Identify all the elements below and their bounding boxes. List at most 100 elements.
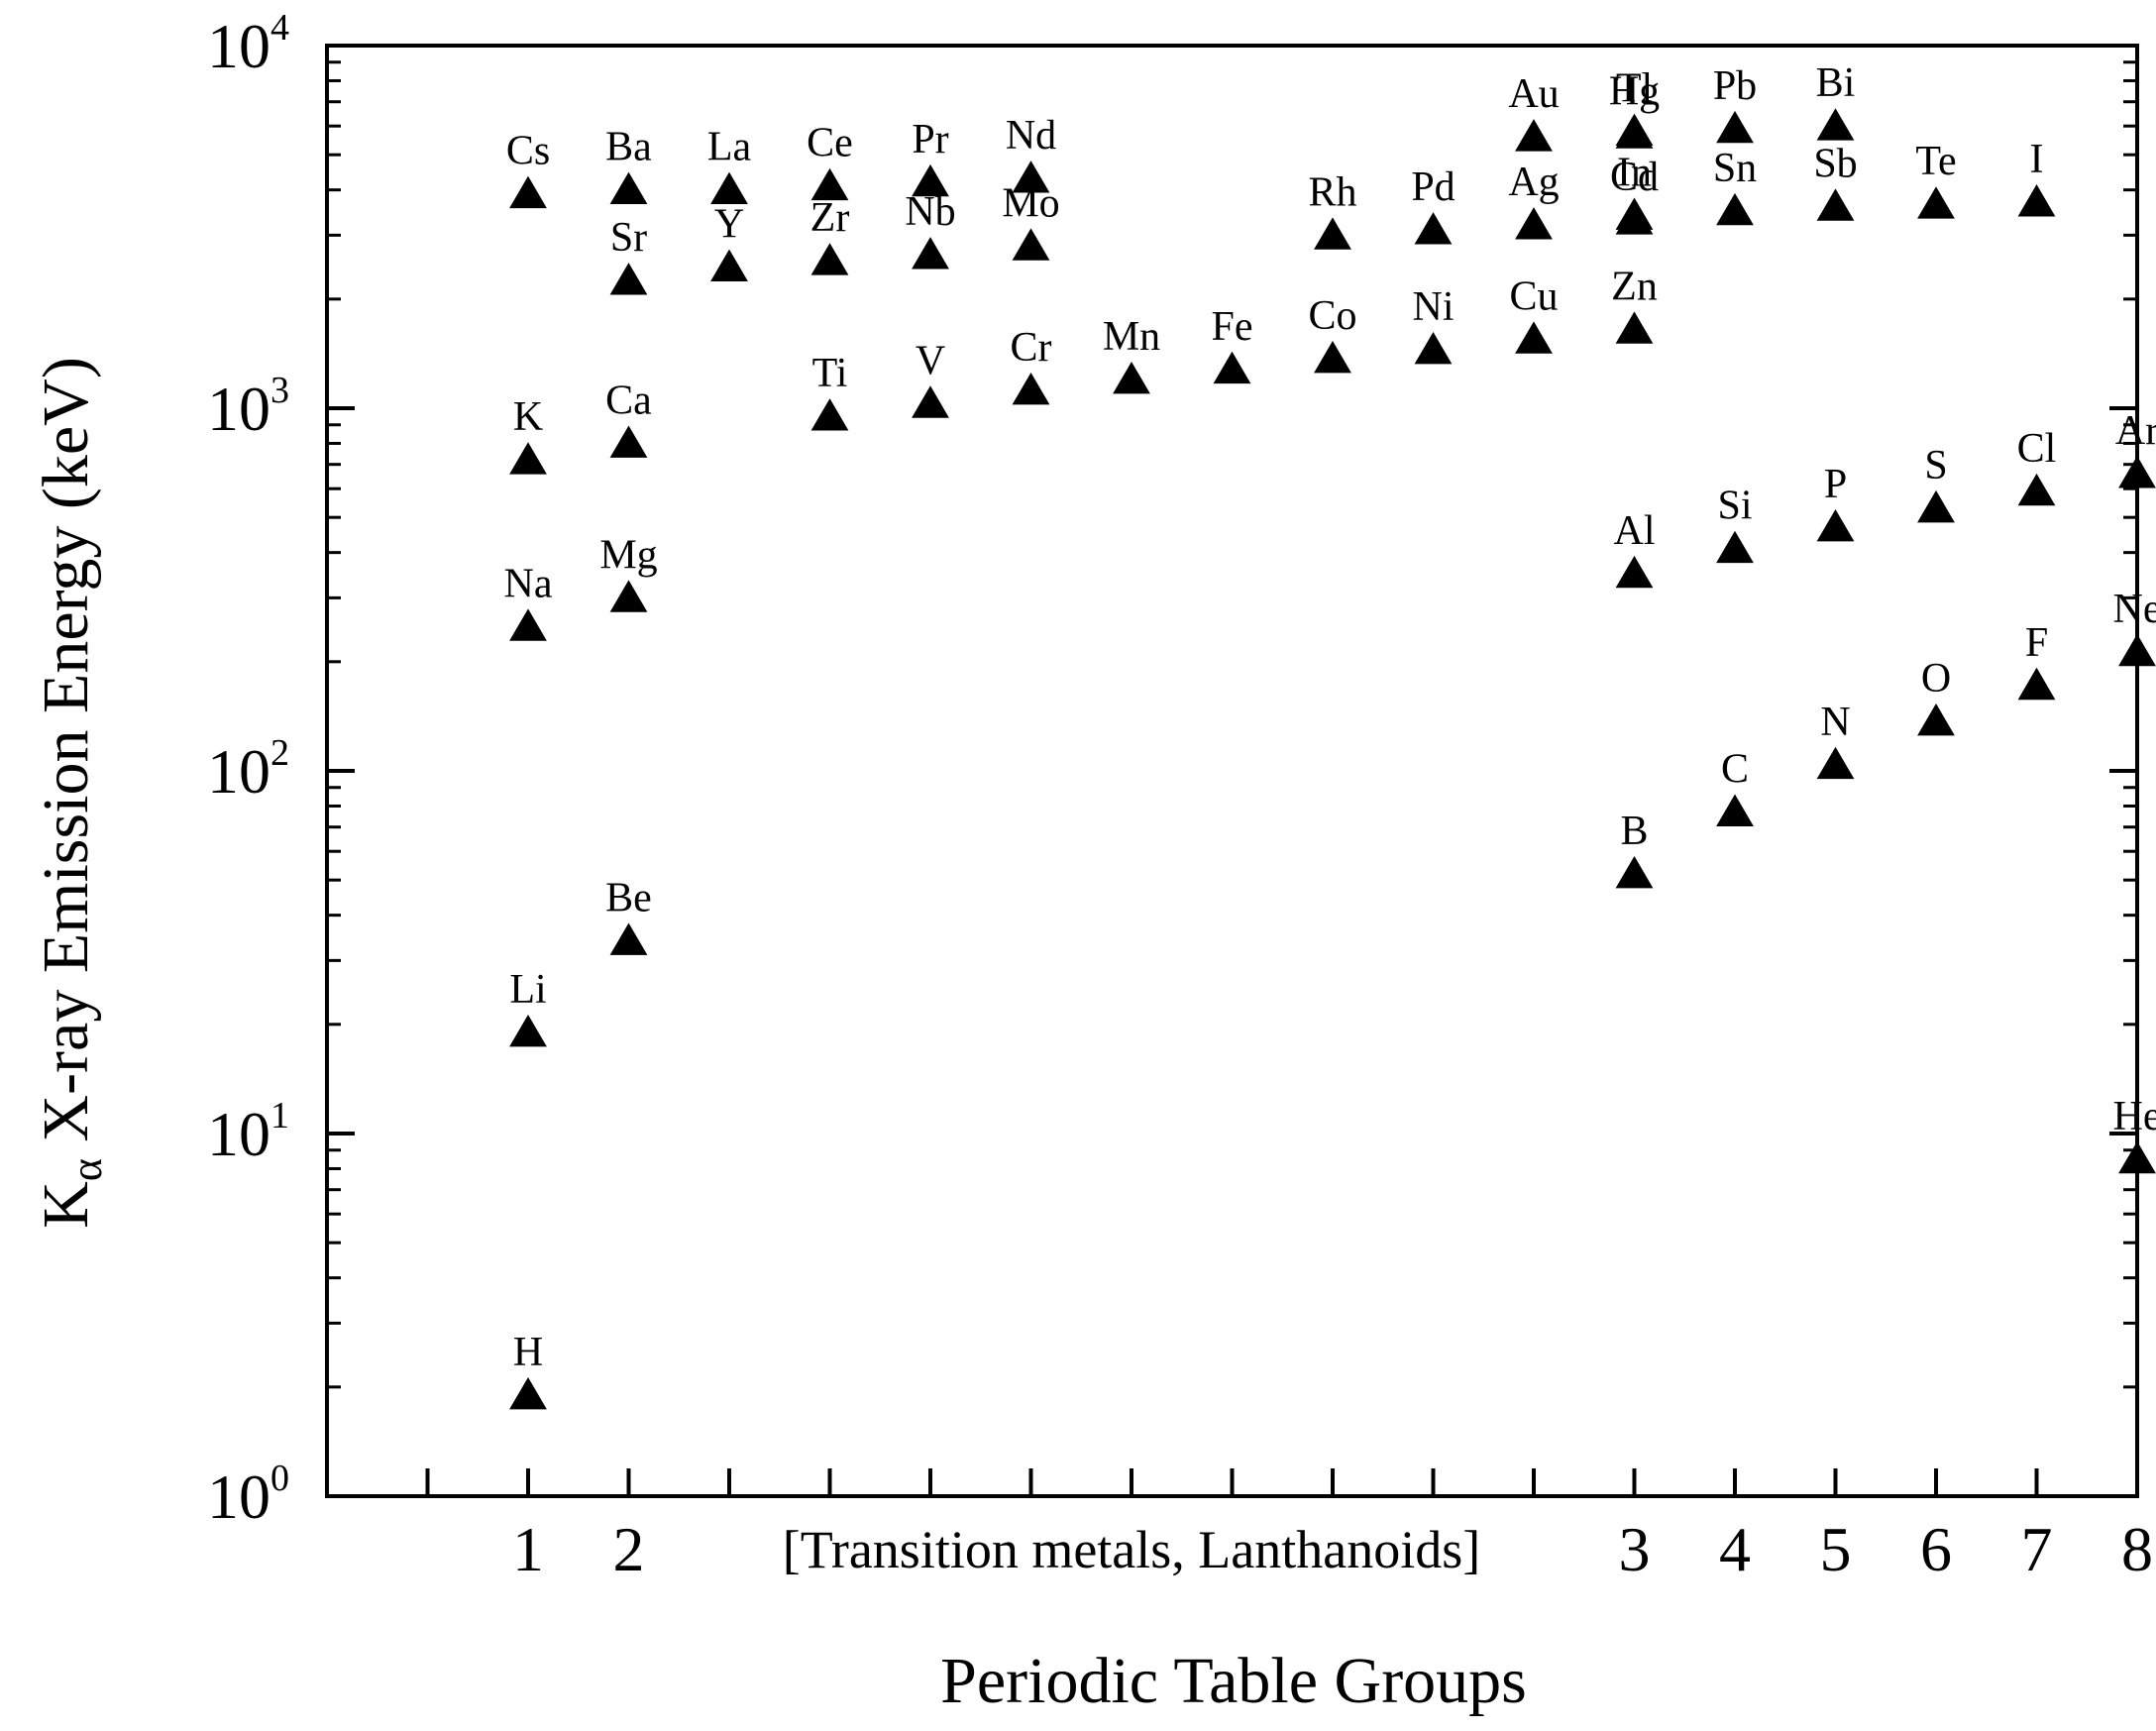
x-group-label: 8 — [2121, 1514, 2153, 1584]
x-group-label: 6 — [1920, 1514, 1952, 1584]
data-point: Tl — [1615, 66, 1654, 146]
data-point: Pb — [1713, 63, 1757, 144]
y-tick-label: 104 — [207, 7, 289, 81]
triangle-marker — [1314, 217, 1351, 250]
triangle-marker — [1012, 372, 1050, 405]
x-axis-title: Periodic Table Groups — [940, 1645, 1527, 1717]
point-label: V — [916, 338, 945, 383]
x-group-label: 7 — [2021, 1514, 2053, 1584]
plot-border — [325, 44, 2139, 1498]
triangle-marker — [609, 922, 648, 955]
data-point: Sb — [1813, 141, 1858, 221]
point-label: H — [513, 1330, 543, 1375]
triangle-marker — [2017, 473, 2056, 506]
data-point: Nd — [1006, 113, 1056, 193]
data-point: S — [1917, 443, 1955, 523]
point-label: O — [1921, 656, 1951, 702]
point-label: K — [513, 394, 543, 440]
data-point: Pr — [912, 117, 949, 197]
data-point: In — [1615, 150, 1654, 230]
point-label: Be — [605, 875, 652, 920]
point-label: Cl — [2017, 426, 2057, 472]
point-label: S — [1924, 443, 1947, 488]
triangle-marker — [1615, 311, 1654, 344]
point-label: Si — [1717, 484, 1752, 529]
x-bracket-label: [Transition metals, Lanthanoids] — [783, 1520, 1480, 1579]
data-points: HLiNaKCsBeMgCaSrBaYLaTiZrCeVNbPrCrMoNdMn… — [504, 60, 2156, 1410]
data-point: Au — [1508, 71, 1560, 152]
data-point: Ti — [810, 351, 849, 431]
triangle-marker — [609, 263, 648, 295]
triangle-marker — [1816, 188, 1855, 221]
data-point: Cu — [1509, 273, 1559, 354]
data-point: Cs — [506, 129, 550, 209]
triangle-marker — [1816, 509, 1855, 542]
point-label: Hg — [1609, 68, 1660, 114]
triangle-marker — [509, 442, 547, 475]
triangle-marker — [1213, 351, 1251, 384]
y-tick-label-exponent: 3 — [270, 370, 289, 411]
point-label: Ba — [605, 125, 652, 170]
data-point: K — [509, 394, 547, 475]
point-label: Mn — [1103, 314, 1160, 360]
point-label: I — [2030, 137, 2044, 182]
triangle-marker — [2118, 456, 2156, 488]
data-point: F — [2017, 620, 2056, 701]
y-axis-title-base: K — [30, 1181, 102, 1229]
triangle-marker — [1012, 161, 1050, 193]
triangle-marker — [509, 175, 547, 209]
x-group-label: 3 — [1619, 1514, 1651, 1584]
point-label: Sr — [610, 215, 647, 261]
point-label: Sb — [1813, 141, 1857, 186]
data-point: Be — [605, 875, 652, 955]
point-label: C — [1721, 747, 1749, 793]
point-label: He — [2113, 1094, 2156, 1139]
triangle-marker — [1414, 212, 1453, 245]
triangle-marker — [1515, 119, 1553, 152]
point-label: Ti — [812, 351, 848, 396]
point-label: Cu — [1509, 273, 1558, 319]
data-point: Al — [1614, 508, 1656, 589]
point-label: In — [1617, 150, 1652, 195]
triangle-marker — [2118, 633, 2156, 667]
y-tick-label: 102 — [207, 732, 289, 807]
point-label: Ni — [1413, 284, 1455, 330]
data-point: Cl — [2017, 426, 2057, 506]
point-label: Au — [1508, 71, 1559, 117]
data-point: He — [2113, 1094, 2156, 1174]
triangle-marker — [1314, 340, 1351, 374]
y-tick-label-exponent: 4 — [270, 7, 289, 49]
triangle-marker — [509, 1014, 547, 1047]
data-point: Zn — [1611, 264, 1658, 344]
triangle-marker — [1917, 703, 1955, 736]
data-point: Ar — [2115, 408, 2156, 488]
data-point: Ca — [605, 378, 652, 458]
triangle-marker — [2017, 667, 2056, 701]
triangle-marker — [609, 580, 648, 612]
point-label: Pb — [1713, 63, 1757, 109]
x-group-label: 1 — [512, 1514, 544, 1584]
point-label: Bi — [1816, 60, 1856, 106]
point-label: Cr — [1011, 325, 1052, 371]
y-tick-label-base: 10 — [207, 374, 270, 444]
x-group-label: 2 — [613, 1514, 645, 1584]
triangle-marker — [1716, 192, 1754, 226]
data-point: Mn — [1103, 314, 1160, 394]
data-point: Fe — [1212, 304, 1253, 384]
triangle-marker — [2118, 1140, 2156, 1174]
triangle-marker — [1615, 113, 1654, 146]
point-label: Ag — [1508, 160, 1559, 205]
point-label: B — [1620, 809, 1648, 854]
point-label: Mg — [599, 532, 657, 578]
point-label: Pd — [1411, 164, 1455, 210]
x-axis: 1 2 3 4 5 6 7 8 [Transition metals, Lanthanoids] — [425, 1468, 2153, 1584]
data-point: P — [1816, 462, 1855, 542]
data-point: Co — [1308, 293, 1357, 374]
data-point: O — [1917, 656, 1955, 736]
point-label: Cs — [506, 129, 550, 174]
x-group-label: 4 — [1719, 1514, 1751, 1584]
data-point: La — [707, 125, 752, 205]
y-tick-label: 103 — [207, 370, 289, 444]
point-label: F — [2025, 620, 2048, 666]
